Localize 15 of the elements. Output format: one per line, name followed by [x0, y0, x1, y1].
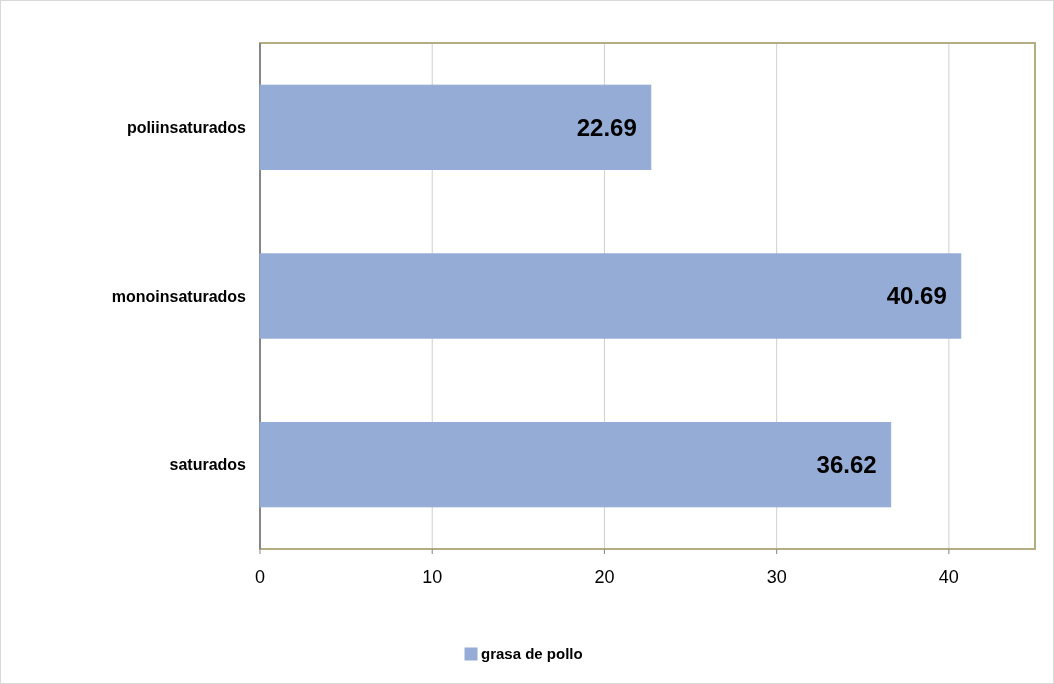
y-tick-label: monoinsaturados: [111, 287, 247, 305]
legend-label: grasa de pollo: [481, 645, 583, 663]
x-tick-label: 0: [254, 567, 266, 587]
x-tick-label: 30: [766, 567, 787, 587]
bar: [259, 84, 652, 170]
x-tick-label: 20: [594, 567, 615, 587]
data-label: 40.69: [886, 282, 947, 310]
y-tick-label: saturados: [169, 456, 247, 474]
data-label: 22.69: [576, 113, 637, 141]
data-label: 36.62: [816, 451, 877, 479]
bar: [259, 422, 892, 508]
x-tick-label: 40: [938, 567, 959, 587]
x-tick-label: 10: [422, 567, 443, 587]
y-tick-label: poliinsaturados: [126, 118, 247, 136]
bar: [259, 253, 962, 339]
